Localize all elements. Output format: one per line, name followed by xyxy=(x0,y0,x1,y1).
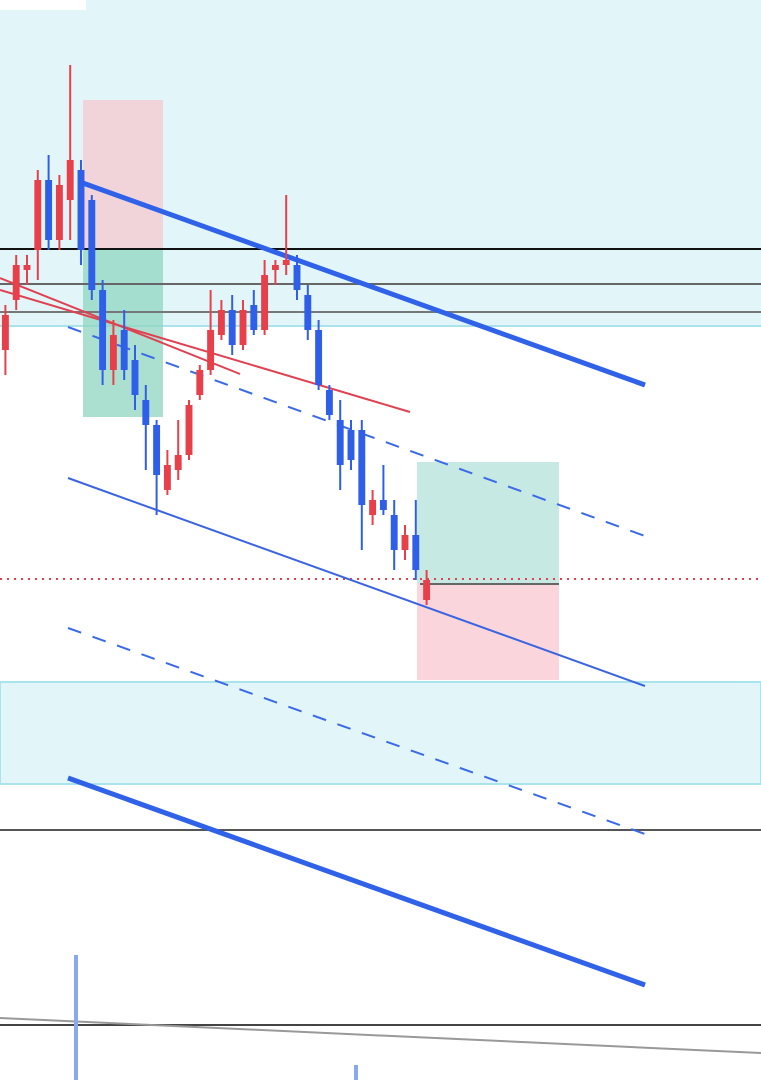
candle-body xyxy=(153,425,161,475)
candle-body xyxy=(196,370,204,395)
candle-body xyxy=(261,275,269,330)
candle-body xyxy=(12,265,20,300)
candle-body xyxy=(142,400,150,425)
candle-body xyxy=(109,335,117,370)
candle-body xyxy=(88,200,96,290)
candle-body xyxy=(99,290,107,370)
panel xyxy=(0,0,86,10)
candle-body xyxy=(325,390,333,415)
candle-body xyxy=(293,265,301,290)
channel-line xyxy=(67,477,646,687)
candle-body xyxy=(207,330,215,370)
candle-body xyxy=(55,185,63,240)
channel-line xyxy=(67,775,646,988)
channel-line xyxy=(79,179,646,388)
candle-body xyxy=(304,295,312,330)
candle-body xyxy=(271,265,279,270)
candle-body xyxy=(228,310,236,345)
trend-line xyxy=(0,1017,761,1054)
candle-body xyxy=(34,180,42,250)
reward-box xyxy=(417,462,559,583)
candle-body xyxy=(282,260,290,265)
candle-body xyxy=(358,430,366,505)
candle-body xyxy=(390,515,398,550)
candle-body xyxy=(239,310,247,345)
candle-body xyxy=(401,535,409,550)
candle-body xyxy=(412,535,420,570)
candle-body xyxy=(423,580,431,600)
candle-body xyxy=(379,500,387,510)
candle-body xyxy=(315,330,323,385)
candle-body xyxy=(217,310,225,335)
candle-body xyxy=(347,430,355,460)
candle-body xyxy=(250,305,258,330)
candle-body xyxy=(131,360,139,395)
zone xyxy=(0,681,761,785)
candle-body xyxy=(45,180,53,240)
candle-body xyxy=(120,330,128,370)
candle-body xyxy=(163,465,171,490)
risk-box xyxy=(417,583,559,680)
candle-body xyxy=(174,455,182,470)
risk-box xyxy=(83,100,163,250)
candle-body xyxy=(185,405,193,455)
candle-body xyxy=(77,170,85,250)
candle-body xyxy=(336,420,344,465)
trend-line xyxy=(0,289,411,413)
candle-body xyxy=(369,500,377,515)
candle-body xyxy=(66,160,74,200)
candle-body xyxy=(23,265,31,270)
candle-body xyxy=(1,315,9,350)
